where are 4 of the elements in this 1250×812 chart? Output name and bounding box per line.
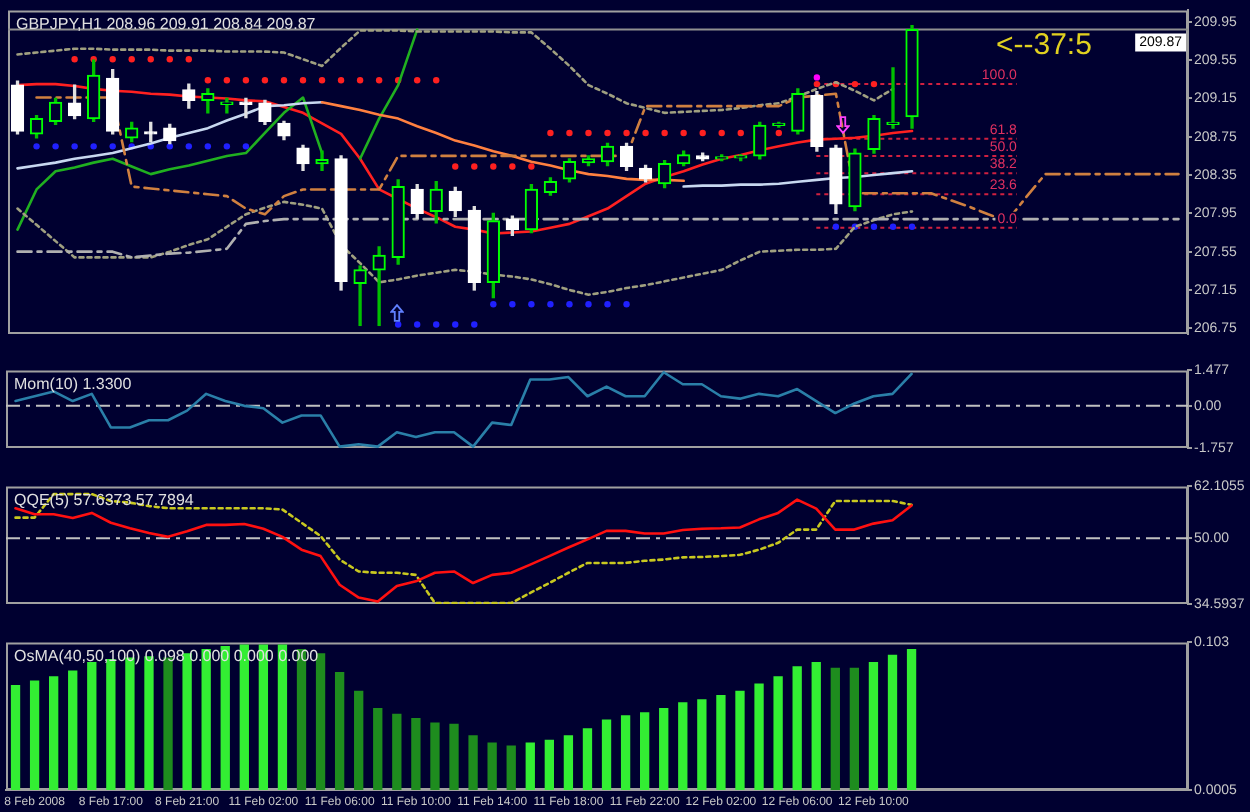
chart-title: QQE(5) 57.6373 57.7894 [14,490,195,509]
chart-title: Mom(10) 1.3300 [14,374,133,393]
chart-title: GBPJPY,H1 208.96 209.91 208.84 209.87 [16,14,317,33]
annotation: <--37:5 [996,27,1092,62]
